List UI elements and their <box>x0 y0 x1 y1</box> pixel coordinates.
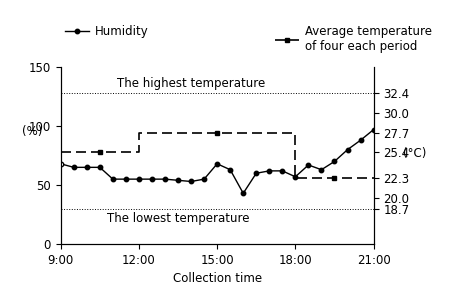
Legend: Average temperature
of four each period: Average temperature of four each period <box>270 20 437 57</box>
Text: The lowest temperature: The lowest temperature <box>107 212 249 225</box>
Y-axis label: (%): (%) <box>22 125 43 138</box>
Y-axis label: (°C): (°C) <box>403 147 426 160</box>
X-axis label: Collection time: Collection time <box>173 272 262 285</box>
Text: The highest temperature: The highest temperature <box>117 77 265 89</box>
